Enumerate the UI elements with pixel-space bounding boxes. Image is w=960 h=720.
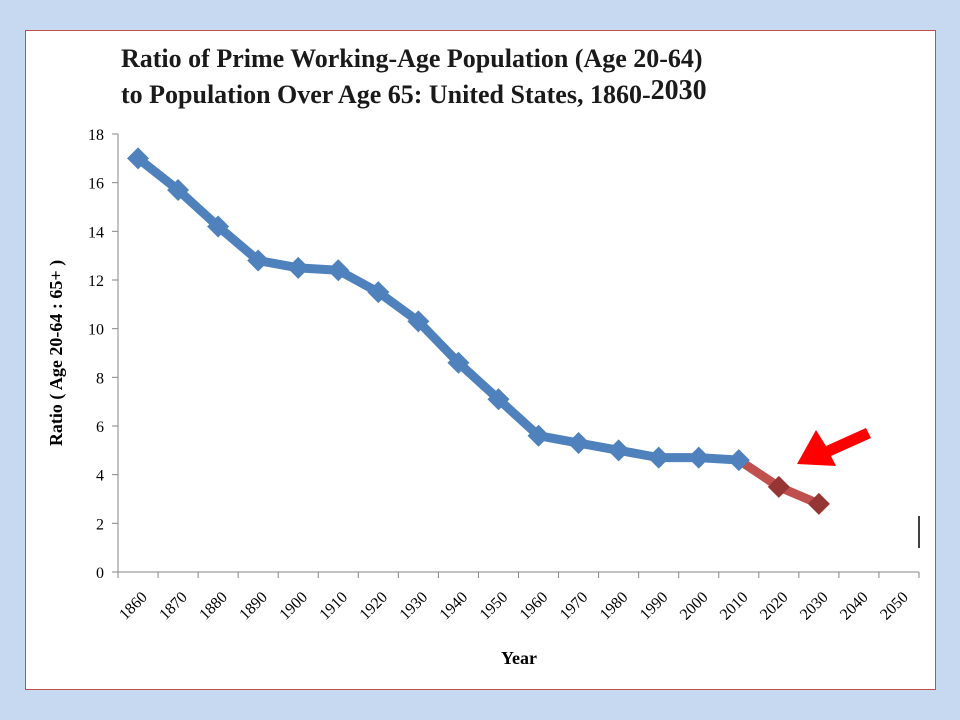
- x-tick-label: 1880: [196, 589, 231, 624]
- y-axis-tick-labels: 0 2 4 6 8 10 12 14 16 18: [88, 127, 104, 582]
- x-tick-label: 1900: [276, 589, 311, 624]
- x-tick-label: 2030: [797, 589, 832, 624]
- data-point-marker: [127, 147, 150, 170]
- chart-title-line-2: to Population Over Age 65: United States…: [121, 76, 707, 110]
- y-tick-label: 18: [88, 127, 104, 144]
- data-point-marker: [727, 449, 750, 472]
- data-point-marker: [207, 215, 230, 238]
- series-line-historical: [135, 154, 740, 465]
- x-tick-label: 2050: [877, 589, 912, 624]
- data-point-marker: [647, 446, 670, 469]
- y-tick-label: 0: [96, 565, 104, 582]
- x-axis-tick-labels: 1860 1870 1880 1890 1900 1910 1920 1930 1940 1950…: [116, 589, 912, 624]
- data-point-marker: [247, 249, 270, 272]
- x-tick-label: 2020: [757, 589, 792, 624]
- y-axis-title: Ratio ( Age 20-64 : 65+ ): [46, 260, 67, 446]
- x-tick-label: 1860: [116, 589, 151, 624]
- data-point-marker: [487, 388, 510, 411]
- red-arrow-annotation: [797, 428, 871, 466]
- x-tick-label: 1980: [597, 589, 632, 624]
- y-tick-label: 2: [96, 516, 104, 533]
- x-tick-label: 2040: [837, 589, 872, 624]
- data-point-marker: [687, 446, 710, 469]
- y-tick-label: 4: [96, 468, 104, 485]
- x-tick-label: 2000: [677, 589, 712, 624]
- chart-axes: [112, 133, 920, 578]
- x-tick-label: 1910: [316, 589, 351, 624]
- data-point-marker: [567, 432, 590, 455]
- x-tick-label: 1990: [637, 589, 672, 624]
- y-tick-label: 16: [88, 176, 104, 193]
- data-point-marker: [167, 178, 190, 201]
- arrow-icon: [797, 428, 871, 466]
- data-point-marker: [807, 492, 830, 515]
- x-tick-label: 1890: [236, 589, 271, 624]
- x-tick-label: 1930: [397, 589, 432, 624]
- x-tick-label: 1950: [477, 589, 512, 624]
- chart-title-line-2-end-year: 2030: [650, 75, 707, 106]
- chart-title-line-2-main: to Population Over Age 65: United States…: [121, 80, 651, 109]
- data-point-marker: [407, 310, 430, 333]
- x-tick-label: 1920: [357, 589, 392, 624]
- data-point-marker: [527, 424, 550, 447]
- y-tick-label: 8: [96, 370, 104, 387]
- x-tick-label: 1940: [437, 589, 472, 624]
- data-point-marker: [767, 475, 790, 498]
- x-tick-label: 1870: [156, 589, 191, 624]
- x-axis-title: Year: [501, 648, 537, 668]
- y-tick-label: 12: [88, 273, 104, 290]
- x-tick-label: 2010: [717, 589, 752, 624]
- data-point-marker: [607, 439, 630, 462]
- chart-title-line-1: Ratio of Prime Working-Age Population (A…: [121, 44, 703, 73]
- data-point-marker: [287, 256, 310, 279]
- data-point-marker: [367, 281, 390, 304]
- chart-series: [127, 147, 830, 515]
- x-tick-label: 1970: [557, 589, 592, 624]
- y-tick-label: 10: [88, 322, 104, 339]
- slide-panel: [25, 30, 936, 690]
- y-tick-label: 6: [96, 419, 104, 436]
- x-tick-label: 1960: [517, 589, 552, 624]
- y-tick-label: 14: [88, 224, 104, 241]
- data-point-marker: [447, 351, 470, 374]
- data-point-marker: [327, 259, 350, 282]
